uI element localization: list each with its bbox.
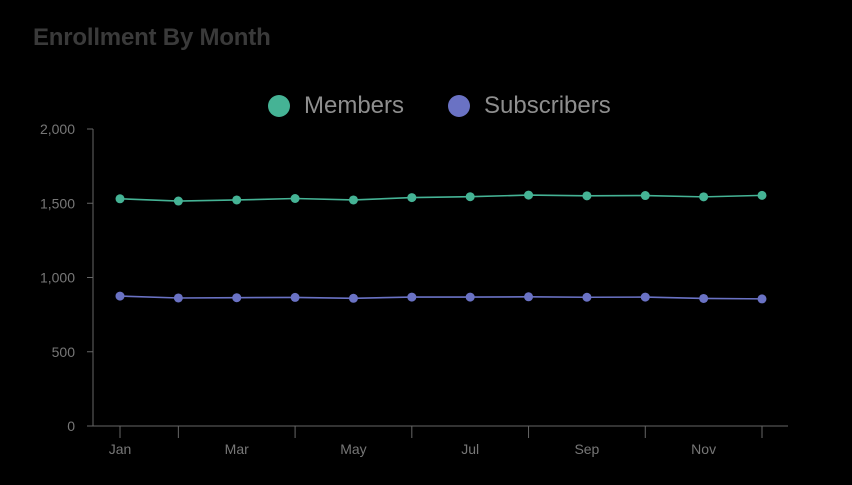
- y-tick-label: 1,000: [40, 270, 75, 286]
- y-tick-label: 2,000: [40, 121, 75, 137]
- data-point-subscribers: [407, 292, 417, 302]
- legend-label-subscribers: Subscribers: [484, 92, 611, 119]
- data-point-subscribers: [290, 292, 300, 302]
- data-point-members: [465, 192, 475, 202]
- data-point-members: [640, 191, 650, 201]
- data-point-subscribers: [640, 292, 650, 302]
- data-point-subscribers: [232, 293, 242, 303]
- data-point-members: [699, 192, 709, 202]
- data-point-members: [407, 193, 417, 203]
- y-tick-label: 1,500: [40, 195, 75, 211]
- data-point-members: [173, 196, 183, 206]
- data-point-subscribers: [465, 292, 475, 302]
- legend-swatch-members: [268, 95, 290, 117]
- x-tick-label: Jul: [461, 441, 479, 457]
- y-tick-label: 500: [52, 344, 76, 360]
- data-point-members: [290, 193, 300, 203]
- data-point-subscribers: [582, 292, 592, 302]
- y-tick-label: 0: [67, 418, 75, 434]
- data-point-members: [232, 195, 242, 205]
- data-point-subscribers: [173, 293, 183, 303]
- series-line-subscribers: [119, 295, 763, 300]
- series-line-members: [119, 194, 763, 202]
- x-tick-label: Jan: [109, 441, 132, 457]
- data-point-members: [524, 190, 534, 200]
- chart-title: Enrollment By Month: [33, 24, 271, 51]
- x-tick-label: Mar: [225, 441, 249, 457]
- data-point-members: [348, 195, 358, 205]
- x-tick-label: Sep: [574, 441, 599, 457]
- x-tick-label: May: [340, 441, 366, 457]
- data-point-members: [757, 190, 767, 200]
- legend-swatch-subscribers: [448, 95, 471, 117]
- data-point-subscribers: [524, 292, 534, 302]
- legend-item-members[interactable]: Members: [268, 92, 404, 120]
- data-point-members: [582, 191, 592, 201]
- legend-item-subscribers[interactable]: Subscribers: [448, 92, 611, 120]
- data-point-members: [115, 194, 125, 204]
- data-point-subscribers: [115, 291, 125, 301]
- data-point-subscribers: [757, 294, 767, 304]
- chart-legend: Members Subscribers: [268, 92, 611, 120]
- legend-label-members: Members: [304, 92, 405, 119]
- x-tick-label: Nov: [691, 441, 716, 457]
- data-point-subscribers: [348, 293, 358, 303]
- data-point-subscribers: [699, 293, 709, 303]
